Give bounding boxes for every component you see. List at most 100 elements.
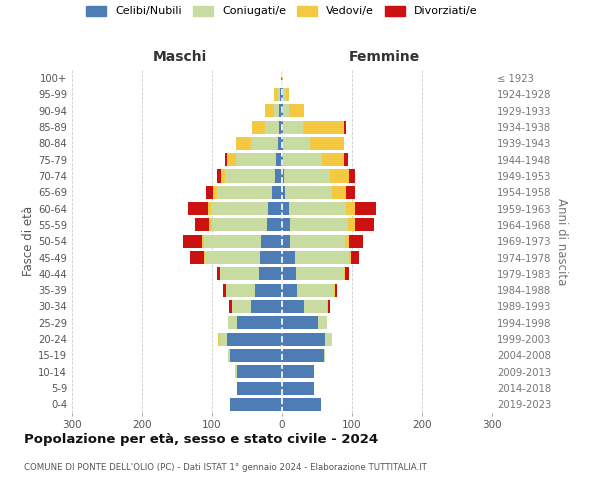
Bar [259, 268, 282, 280]
Bar [325, 332, 332, 345]
Bar [296, 268, 344, 280]
Bar [282, 332, 325, 345]
Bar [329, 170, 349, 182]
Bar [211, 202, 268, 215]
Bar [229, 300, 232, 313]
Bar [279, 104, 282, 118]
Bar [280, 88, 282, 101]
Bar [220, 268, 259, 280]
Bar [290, 234, 345, 248]
Bar [221, 170, 224, 182]
Bar [290, 218, 348, 232]
Bar [235, 365, 236, 378]
Bar [282, 316, 319, 330]
Bar [282, 170, 284, 182]
Bar [283, 88, 286, 101]
Bar [217, 170, 221, 182]
Bar [295, 251, 349, 264]
Bar [203, 234, 261, 248]
Bar [208, 202, 211, 215]
Bar [209, 218, 212, 232]
Bar [322, 153, 344, 166]
Bar [271, 186, 282, 199]
Bar [355, 218, 374, 232]
Bar [286, 88, 289, 101]
Bar [282, 88, 283, 101]
Bar [195, 218, 209, 232]
Bar [303, 120, 344, 134]
Bar [252, 120, 265, 134]
Bar [265, 120, 278, 134]
Bar [205, 251, 260, 264]
Bar [236, 137, 251, 150]
Bar [182, 234, 202, 248]
Bar [344, 120, 346, 134]
Bar [332, 186, 346, 199]
Text: COMUNE DI PONTE DELL'OLIO (PC) - Dati ISTAT 1° gennaio 2024 - Elaborazione TUTTI: COMUNE DI PONTE DELL'OLIO (PC) - Dati IS… [24, 462, 427, 471]
Bar [355, 202, 376, 215]
Bar [228, 349, 229, 362]
Bar [282, 268, 296, 280]
Bar [282, 137, 283, 150]
Bar [218, 332, 220, 345]
Bar [214, 186, 217, 199]
Bar [236, 382, 282, 394]
Bar [310, 137, 344, 150]
Bar [228, 316, 236, 330]
Bar [229, 349, 282, 362]
Bar [282, 120, 283, 134]
Bar [229, 398, 282, 411]
Bar [282, 365, 314, 378]
Bar [278, 137, 282, 150]
Bar [260, 251, 282, 264]
Bar [261, 234, 282, 248]
Bar [282, 218, 290, 232]
Bar [283, 120, 303, 134]
Bar [282, 382, 314, 394]
Bar [282, 300, 304, 313]
Y-axis label: Anni di nascita: Anni di nascita [555, 198, 568, 285]
Bar [298, 284, 334, 296]
Bar [278, 88, 280, 101]
Bar [289, 104, 304, 118]
Bar [224, 153, 227, 166]
Bar [268, 202, 282, 215]
Bar [282, 234, 290, 248]
Bar [275, 170, 282, 182]
Bar [282, 186, 285, 199]
Bar [283, 137, 310, 150]
Bar [256, 284, 282, 296]
Bar [190, 251, 203, 264]
Bar [344, 268, 345, 280]
Bar [344, 153, 348, 166]
Bar [277, 153, 282, 166]
Bar [282, 349, 324, 362]
Bar [345, 268, 349, 280]
Bar [206, 186, 214, 199]
Bar [236, 153, 277, 166]
Bar [335, 284, 337, 296]
Y-axis label: Fasce di età: Fasce di età [22, 206, 35, 276]
Bar [350, 251, 359, 264]
Bar [328, 300, 329, 313]
Bar [220, 332, 227, 345]
Bar [324, 349, 325, 362]
Bar [348, 218, 355, 232]
Text: Femmine: Femmine [349, 50, 419, 64]
Bar [349, 251, 350, 264]
Text: Popolazione per età, sesso e stato civile - 2024: Popolazione per età, sesso e stato civil… [24, 432, 378, 446]
Bar [334, 284, 335, 296]
Bar [282, 284, 298, 296]
Bar [285, 186, 332, 199]
Bar [284, 170, 329, 182]
Bar [266, 218, 282, 232]
Text: Maschi: Maschi [153, 50, 207, 64]
Bar [282, 398, 320, 411]
Bar [227, 153, 236, 166]
Bar [304, 300, 327, 313]
Bar [251, 137, 278, 150]
Bar [346, 186, 355, 199]
Bar [224, 170, 275, 182]
Bar [282, 72, 283, 85]
Bar [251, 300, 282, 313]
